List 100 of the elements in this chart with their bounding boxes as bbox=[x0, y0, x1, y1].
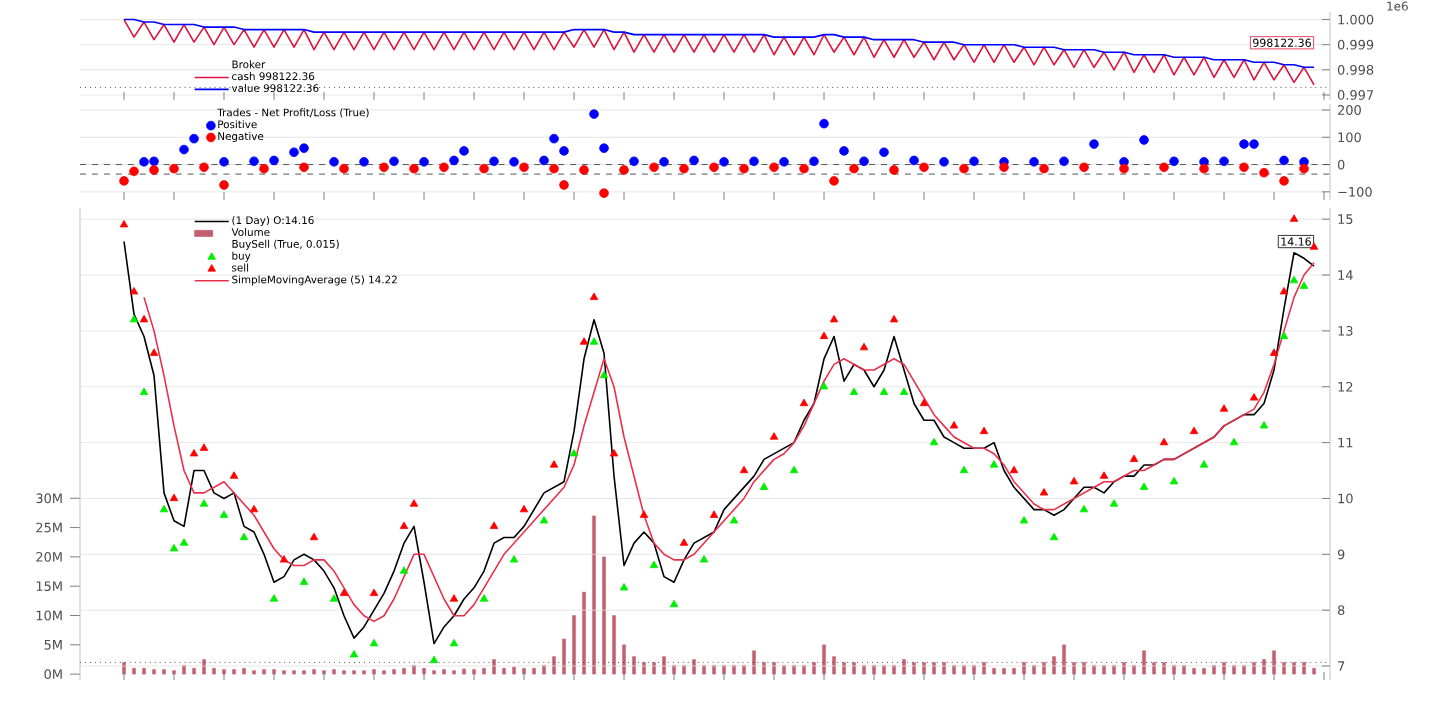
point bbox=[1279, 331, 1289, 340]
point bbox=[1249, 393, 1259, 401]
point bbox=[1269, 348, 1279, 356]
point bbox=[919, 398, 929, 407]
point bbox=[799, 398, 809, 407]
point bbox=[1299, 281, 1309, 289]
point bbox=[309, 532, 319, 541]
point bbox=[1289, 214, 1299, 222]
point bbox=[599, 370, 609, 379]
point bbox=[149, 156, 159, 167]
line-series bbox=[123, 18, 1315, 86]
point bbox=[1259, 421, 1269, 429]
point bbox=[649, 560, 659, 569]
point bbox=[989, 460, 999, 468]
point bbox=[1279, 155, 1289, 166]
point bbox=[1159, 437, 1169, 446]
point bbox=[1279, 287, 1289, 295]
point bbox=[289, 147, 299, 158]
point bbox=[369, 638, 379, 647]
point bbox=[819, 331, 829, 340]
point bbox=[199, 499, 209, 507]
point bbox=[139, 314, 149, 323]
point bbox=[1109, 499, 1119, 507]
point bbox=[749, 156, 759, 167]
point bbox=[509, 157, 519, 167]
point bbox=[389, 156, 399, 167]
point bbox=[449, 155, 459, 166]
point bbox=[1169, 156, 1179, 167]
point bbox=[299, 577, 309, 585]
point bbox=[1069, 476, 1079, 485]
point bbox=[189, 448, 199, 457]
point bbox=[349, 650, 359, 658]
point bbox=[569, 448, 579, 457]
point bbox=[149, 348, 159, 356]
point bbox=[1219, 404, 1229, 412]
point bbox=[369, 588, 379, 597]
point bbox=[479, 594, 489, 602]
point bbox=[799, 163, 809, 174]
point bbox=[219, 180, 229, 190]
point bbox=[1079, 162, 1089, 173]
point bbox=[179, 538, 189, 546]
point bbox=[589, 337, 599, 345]
point bbox=[399, 566, 409, 574]
point bbox=[449, 638, 459, 647]
point bbox=[1139, 135, 1149, 145]
point bbox=[579, 337, 589, 345]
point bbox=[329, 157, 339, 167]
point bbox=[1039, 488, 1049, 496]
point bbox=[1099, 471, 1109, 479]
point bbox=[459, 146, 469, 156]
point bbox=[819, 381, 829, 390]
point bbox=[509, 555, 519, 563]
point bbox=[859, 342, 869, 351]
point bbox=[999, 162, 1009, 173]
point bbox=[489, 521, 499, 529]
point bbox=[1119, 163, 1129, 174]
point bbox=[519, 162, 529, 173]
point bbox=[189, 133, 199, 144]
point bbox=[329, 594, 339, 602]
point bbox=[769, 162, 779, 173]
point bbox=[1009, 465, 1019, 474]
point bbox=[889, 314, 899, 323]
point bbox=[619, 583, 629, 591]
point bbox=[419, 157, 429, 167]
point bbox=[599, 143, 609, 153]
point bbox=[549, 133, 559, 144]
point bbox=[639, 510, 649, 518]
point bbox=[269, 155, 279, 166]
point bbox=[199, 443, 209, 451]
point bbox=[1259, 167, 1269, 178]
point bbox=[219, 510, 229, 518]
point bbox=[589, 109, 599, 119]
point bbox=[249, 504, 259, 513]
point bbox=[849, 163, 859, 174]
point bbox=[949, 421, 959, 429]
point bbox=[1079, 504, 1089, 513]
point bbox=[1299, 163, 1309, 174]
point bbox=[279, 555, 289, 563]
point bbox=[1129, 454, 1139, 462]
point bbox=[519, 504, 529, 513]
point bbox=[399, 521, 409, 529]
point bbox=[409, 163, 419, 174]
point bbox=[779, 157, 789, 167]
point bbox=[829, 314, 839, 323]
point bbox=[1089, 139, 1099, 149]
point bbox=[139, 387, 149, 395]
point bbox=[879, 387, 889, 395]
point bbox=[769, 432, 779, 440]
point bbox=[429, 655, 439, 664]
point bbox=[449, 594, 459, 602]
point bbox=[759, 482, 769, 490]
point bbox=[179, 144, 189, 155]
point bbox=[1049, 532, 1059, 541]
point bbox=[979, 426, 989, 435]
point bbox=[159, 504, 169, 513]
point bbox=[1019, 516, 1029, 524]
point bbox=[379, 162, 389, 173]
point bbox=[129, 166, 139, 177]
point bbox=[719, 157, 729, 167]
point bbox=[359, 157, 369, 167]
